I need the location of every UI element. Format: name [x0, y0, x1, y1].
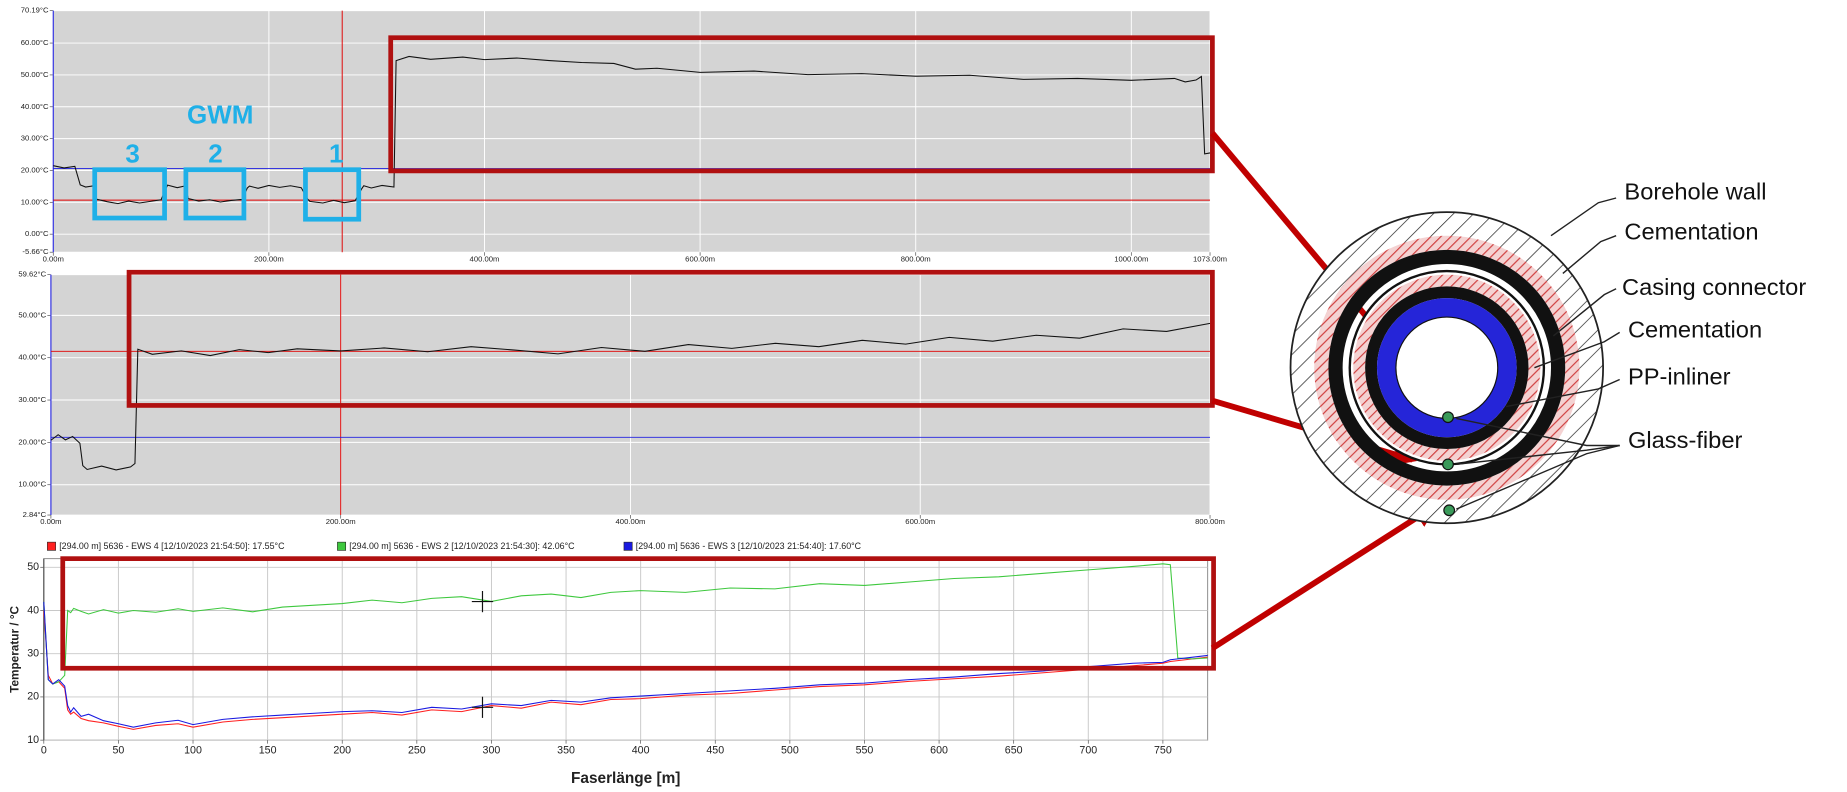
diagram-label: Casing connector: [1622, 275, 1806, 301]
annotation: 2: [208, 138, 222, 168]
y-tick-label: 40: [27, 604, 39, 616]
x-axis-label: Faserlänge [m]: [571, 770, 680, 787]
x-tick-label: 650: [1005, 745, 1023, 757]
diagram-label: Cementation: [1628, 317, 1762, 343]
y-tick-label: 20.00°C: [21, 166, 49, 175]
bore: [1396, 317, 1498, 418]
diagram-label: Glass-fiber: [1628, 428, 1743, 454]
legend-label: [294.00 m] 5636 - EWS 3 [12/10/2023 21:5…: [636, 541, 862, 551]
y-tick-label: 50.00°C: [21, 70, 49, 79]
arrow: [1212, 507, 1433, 648]
legend-swatch: [337, 542, 345, 550]
y-tick-label: 30.00°C: [21, 134, 49, 143]
x-tick-label: 600.00m: [685, 254, 715, 263]
x-tick-label: 400: [632, 745, 650, 757]
legend-swatch: [47, 542, 55, 550]
legend-label: [294.00 m] 5636 - EWS 4 [12/10/2023 21:5…: [59, 541, 285, 551]
y-tick-label: 50.00°C: [18, 310, 46, 319]
y-tick-label: 20.00°C: [18, 437, 46, 446]
figure: -5.66°C0.00°C10.00°C20.00°C30.00°C40.00°…: [0, 0, 1847, 792]
x-tick-label: 200.00m: [254, 254, 284, 263]
diagram-label: Borehole wall: [1624, 180, 1766, 206]
glass-fiber: [1443, 412, 1454, 423]
x-tick-label: 50: [112, 745, 124, 757]
y-tick-label: 70.19°C: [21, 6, 49, 15]
y-tick-label: 0.00°C: [25, 229, 49, 238]
diagram-label: PP-inliner: [1628, 365, 1731, 391]
y-tick-label: 59.62°C: [18, 270, 46, 279]
legend-label: [294.00 m] 5636 - EWS 2 [12/10/2023 21:5…: [349, 541, 575, 551]
x-tick-label: 0.00m: [43, 254, 64, 263]
x-tick-label: 350: [557, 745, 575, 757]
legend-swatch: [624, 542, 632, 550]
x-tick-label: 800.00m: [1195, 517, 1225, 526]
x-tick-label: 600.00m: [905, 517, 935, 526]
glass-fiber: [1443, 459, 1454, 470]
x-tick-label: 700: [1079, 745, 1097, 757]
y-tick-label: 10.00°C: [21, 197, 49, 206]
y-axis-label: Temperatur / °C: [7, 605, 21, 692]
x-tick-label: 300: [483, 745, 501, 757]
glass-fiber: [1444, 505, 1455, 516]
x-tick-label: 600: [930, 745, 948, 757]
x-tick-label: 750: [1154, 745, 1172, 757]
y-tick-label: 20: [27, 691, 39, 703]
y-tick-label: 30.00°C: [18, 395, 46, 404]
plot-area: [44, 559, 1208, 741]
x-tick-label: 200.00m: [326, 517, 356, 526]
x-tick-label: 800.00m: [901, 254, 931, 263]
diagram-label: Cementation: [1624, 220, 1758, 246]
x-tick-label: 400.00m: [616, 517, 646, 526]
y-tick-label: 60.00°C: [21, 38, 49, 47]
annotation: 3: [125, 138, 139, 168]
y-tick-label: 30: [27, 648, 39, 660]
x-tick-label: 150: [259, 745, 277, 757]
x-tick-label: 0: [41, 745, 47, 757]
annotation: GWM: [187, 100, 253, 130]
y-tick-label: 10.00°C: [18, 480, 46, 489]
x-tick-label: 1000.00m: [1114, 254, 1148, 263]
chart: -5.66°C0.00°C10.00°C20.00°C30.00°C40.00°…: [21, 6, 1227, 264]
x-tick-label: 550: [856, 745, 874, 757]
x-tick-label: 200: [333, 745, 351, 757]
chart: 2.84°C10.00°C20.00°C30.00°C40.00°C50.00°…: [18, 270, 1225, 526]
x-tick-label: 400.00m: [470, 254, 500, 263]
y-tick-label: 10: [27, 734, 39, 746]
y-tick-label: 50: [27, 561, 39, 573]
x-tick-label: 100: [184, 745, 202, 757]
annotation: 1: [329, 138, 343, 168]
x-tick-label: 250: [408, 745, 426, 757]
y-tick-label: 40.00°C: [21, 102, 49, 111]
borehole-diagram: Borehole wall Cementation Casing connect…: [1291, 180, 1807, 524]
x-tick-label: 500: [781, 745, 799, 757]
y-tick-label: 40.00°C: [18, 353, 46, 362]
x-tick-label: 0.00m: [40, 517, 61, 526]
x-tick-label: 1073.00m: [1193, 254, 1227, 263]
x-tick-label: 450: [706, 745, 724, 757]
